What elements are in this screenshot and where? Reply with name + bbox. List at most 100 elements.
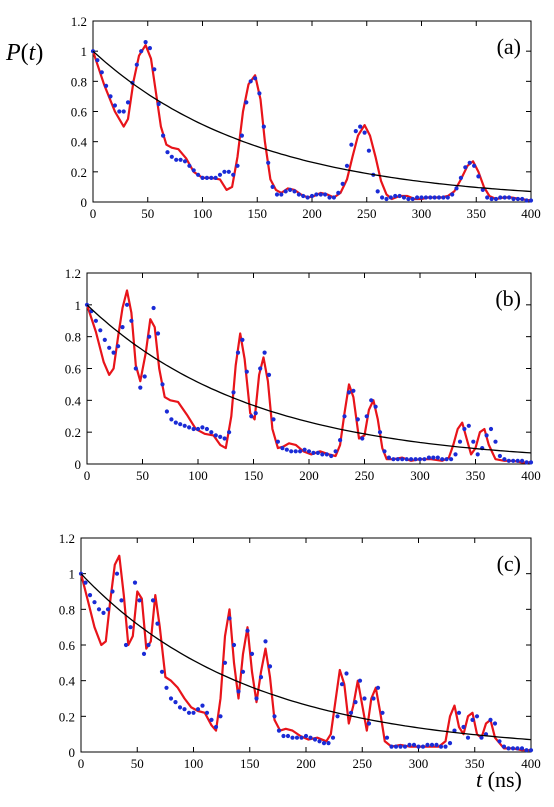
data-point: [461, 724, 466, 730]
data-point: [173, 700, 178, 705]
data-point: [231, 642, 237, 648]
data-point: [227, 616, 232, 621]
y-axis-label-close: ): [35, 40, 43, 66]
data-point: [235, 163, 240, 168]
data-point: [204, 175, 209, 180]
data-point: [258, 366, 263, 371]
x-tick-label: 350: [466, 468, 486, 483]
data-point: [283, 189, 288, 194]
data-point: [155, 331, 161, 336]
data-point: [454, 186, 459, 191]
data-point: [520, 458, 525, 463]
x-tick-label: 400: [521, 468, 541, 483]
data-point: [231, 172, 236, 177]
data-point: [515, 196, 521, 202]
data-point: [375, 189, 380, 194]
data-point: [272, 714, 277, 719]
data-point: [492, 721, 498, 726]
y-tick-label: 0: [75, 457, 82, 472]
data-point: [306, 449, 312, 454]
data-point: [93, 318, 98, 323]
model-line: [79, 554, 531, 752]
y-tick-label: 0: [69, 745, 76, 760]
y-axis-label-var: P: [5, 40, 21, 66]
data-point: [261, 124, 266, 129]
data-point: [426, 455, 431, 460]
data-point: [425, 742, 430, 748]
model-line: [85, 289, 531, 464]
data-point: [296, 192, 301, 197]
data-point: [449, 457, 454, 462]
data-point: [429, 742, 435, 748]
x-tick-label: 50: [141, 206, 154, 221]
data-point: [288, 187, 293, 192]
data-point: [436, 195, 442, 200]
data-point: [218, 434, 223, 439]
x-tick-label: 250: [357, 206, 377, 221]
data-point: [271, 417, 276, 422]
data-point: [432, 195, 437, 200]
data-point: [397, 193, 402, 199]
data-point: [388, 195, 393, 200]
data-point: [474, 714, 480, 719]
data-point: [217, 172, 223, 177]
data-point: [182, 707, 187, 712]
data-point: [479, 735, 484, 740]
data-point: [164, 409, 169, 414]
x-tick-label: 50: [131, 756, 144, 771]
data-point: [357, 678, 363, 683]
data-point: [152, 67, 157, 72]
data-point: [333, 449, 338, 454]
data-point: [293, 449, 298, 454]
data-point: [311, 450, 316, 455]
x-tick-label: 300: [410, 468, 430, 483]
data-point: [501, 744, 507, 749]
data-point: [200, 175, 205, 180]
data-point: [222, 169, 227, 174]
data-point: [331, 195, 336, 200]
data-point: [395, 457, 400, 462]
data-point: [344, 163, 350, 168]
data-point: [164, 685, 169, 690]
data-point: [117, 109, 122, 114]
data-point: [301, 193, 306, 199]
data-point: [497, 453, 502, 459]
data-point: [502, 457, 507, 462]
data-point: [110, 589, 115, 594]
data-point: [178, 422, 183, 427]
data-point: [423, 195, 428, 200]
data-point: [245, 628, 250, 633]
data-point: [254, 696, 259, 701]
data-point: [484, 433, 489, 438]
data-point: [196, 172, 201, 177]
data-point: [266, 372, 272, 377]
data-point: [173, 420, 178, 425]
data-point: [377, 430, 383, 435]
data-point: [353, 129, 358, 134]
data-point: [312, 737, 318, 742]
data-point: [262, 350, 267, 355]
x-tick-label: 350: [467, 206, 487, 221]
data-point: [362, 130, 367, 135]
data-point: [431, 455, 436, 460]
data-point: [123, 642, 129, 648]
x-tick-label: 100: [184, 756, 204, 771]
data-point: [156, 101, 161, 107]
data-point: [248, 79, 253, 84]
data-point: [195, 707, 201, 712]
data-point: [375, 685, 381, 690]
data-point: [338, 438, 343, 443]
data-point: [415, 195, 420, 200]
data-point: [213, 175, 218, 180]
data-point: [336, 190, 341, 195]
data-point: [125, 100, 131, 105]
data-point: [305, 195, 310, 200]
data-point: [342, 414, 347, 419]
x-tick-label: 100: [193, 206, 213, 221]
data-point: [380, 195, 385, 200]
data-point: [274, 192, 280, 197]
data-point: [515, 458, 520, 463]
data-point: [458, 175, 463, 180]
data-point: [105, 607, 111, 612]
panel-label: (c): [497, 551, 521, 576]
